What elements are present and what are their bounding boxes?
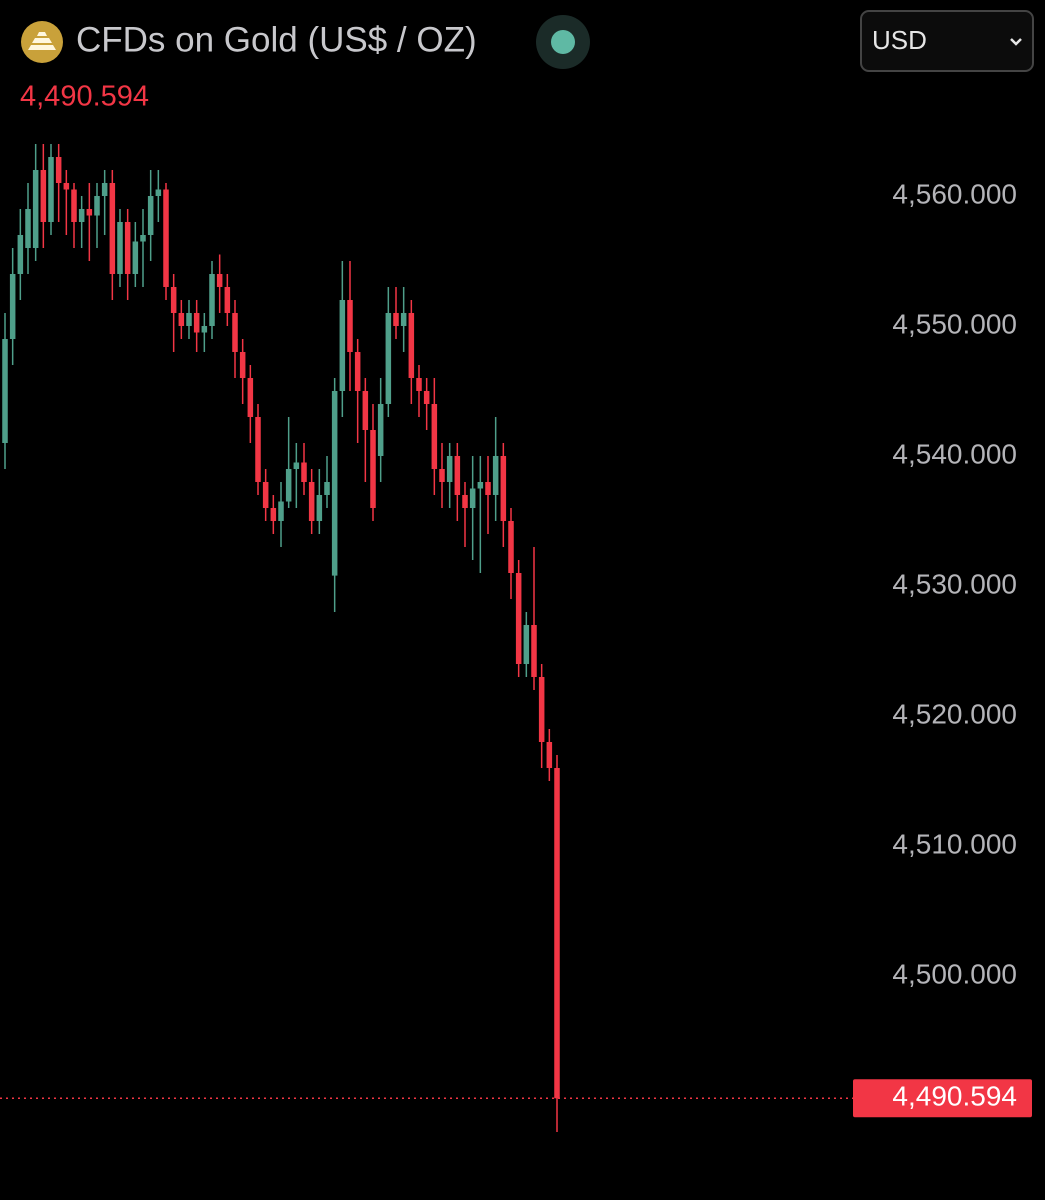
candle-body — [308, 482, 315, 521]
candle-body — [32, 170, 39, 248]
candle-body — [216, 274, 223, 287]
candle-body — [147, 196, 154, 235]
y-tick-label: 4,520.000 — [892, 698, 1017, 729]
select-box[interactable] — [860, 10, 1034, 72]
y-tick-label: 4,550.000 — [892, 308, 1017, 339]
status-dot — [551, 30, 575, 54]
candle-body — [339, 300, 346, 391]
candle-body — [370, 430, 376, 508]
candle-body — [278, 501, 284, 521]
candle-body — [554, 768, 560, 1099]
candle-body — [385, 313, 392, 404]
header: CFDs on Gold (US$ / OZ) 4,490.594 — [20, 15, 590, 113]
y-tick-label: 4,560.000 — [892, 178, 1017, 209]
y-tick-label: 4,540.000 — [892, 438, 1017, 469]
candle-body — [232, 313, 238, 352]
candle-body — [354, 352, 361, 391]
candle-body — [17, 235, 24, 274]
candle-body — [78, 209, 85, 222]
candle-body — [546, 742, 553, 768]
candle-body — [170, 287, 177, 313]
candle-body — [462, 495, 468, 508]
candle-body — [155, 189, 162, 196]
gold-bars — [28, 32, 56, 50]
candle-body — [25, 209, 31, 248]
candle-body — [117, 222, 123, 274]
candle-body — [347, 300, 353, 352]
y-tick-label: 4,510.000 — [892, 828, 1017, 859]
candle-body — [71, 189, 77, 222]
current-price: 4,490.594 — [20, 81, 149, 113]
candle-body — [270, 508, 277, 521]
candle-body — [48, 157, 54, 222]
candle-body — [431, 404, 438, 469]
candle-body — [109, 183, 116, 274]
candle-body — [124, 222, 131, 274]
candle-body — [9, 274, 16, 339]
candle-body — [377, 404, 384, 456]
candle-body — [400, 313, 407, 326]
candle-body — [538, 677, 545, 742]
chart-title: CFDs on Gold (US$ / OZ) — [76, 20, 477, 59]
candle-body — [416, 378, 422, 391]
candle-body — [94, 196, 100, 216]
currency-select[interactable]: USD — [860, 10, 1034, 72]
candle-body — [178, 313, 185, 326]
candle-body — [408, 313, 415, 378]
candle-body — [423, 391, 430, 404]
candle-body — [439, 469, 445, 482]
candle-body — [262, 482, 269, 508]
candle-body — [193, 313, 200, 333]
candle-body — [2, 339, 8, 443]
candle-body — [132, 241, 139, 274]
candle-body — [446, 456, 453, 482]
price-tag — [853, 1079, 1032, 1118]
currency-label[interactable]: USD — [872, 25, 927, 55]
candle-body — [40, 170, 47, 222]
candle-body — [362, 391, 369, 430]
candle-body — [508, 521, 514, 573]
candle-body — [209, 274, 215, 326]
candle-body — [485, 482, 491, 495]
candle-body — [324, 482, 330, 495]
candle-body — [477, 482, 484, 489]
candle-body — [316, 495, 323, 521]
candle-body — [293, 462, 300, 469]
candle-body — [224, 287, 231, 313]
candle-body — [247, 378, 254, 417]
candle-body — [239, 352, 246, 378]
candle-body — [285, 469, 292, 502]
candle-body — [469, 488, 476, 508]
candle-body — [101, 183, 108, 196]
y-tick-label: 4,530.000 — [892, 568, 1017, 599]
candle-body — [454, 456, 461, 495]
candle-body — [255, 417, 261, 482]
candle-body — [531, 625, 537, 677]
candle-body — [500, 456, 507, 521]
candle-body — [55, 157, 62, 183]
candle-body — [523, 625, 530, 664]
candle-body — [301, 462, 307, 482]
candle-body — [393, 313, 399, 326]
candle-body — [515, 573, 522, 664]
candle-body — [163, 189, 169, 287]
candle-body — [201, 326, 208, 333]
candle-body — [186, 313, 192, 326]
candle-body — [331, 391, 338, 576]
candle-body — [63, 183, 70, 190]
price-tag-label: 4,490.594 — [892, 1081, 1017, 1112]
candle-body — [86, 209, 93, 216]
candle-body — [492, 456, 499, 495]
chevron[interactable] — [1010, 38, 1022, 46]
candle-body — [140, 235, 146, 242]
plot: 4,560.000 4,550.000 4,540.000 4,530.000 4,52… — [0, 144, 1032, 1132]
y-tick-label: 4,500.000 — [892, 958, 1017, 989]
